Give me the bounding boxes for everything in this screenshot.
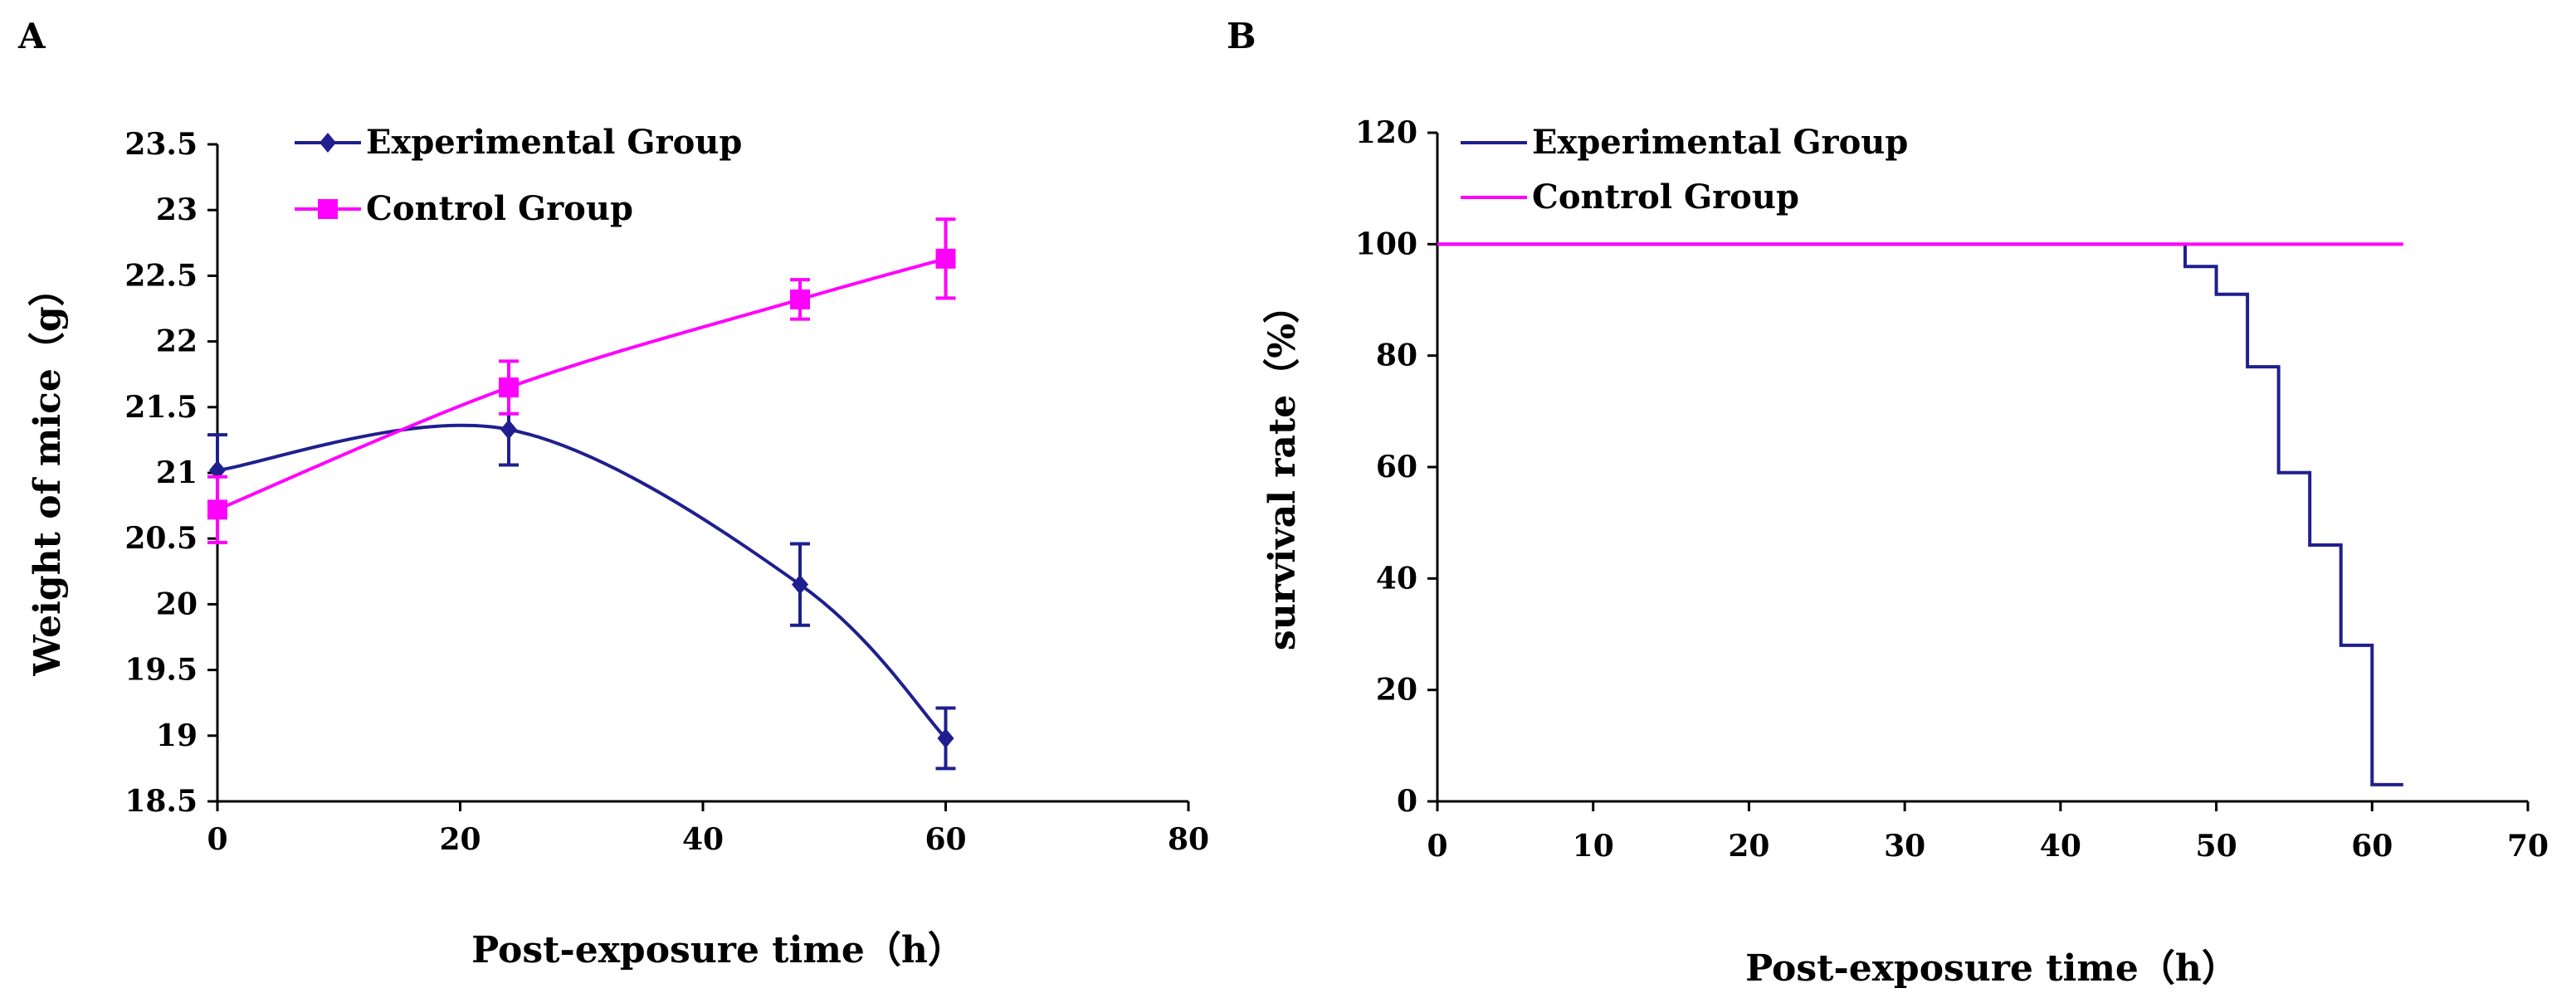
y-tick-label: 120 [1355, 115, 1417, 150]
series-experimental [207, 392, 956, 771]
x-tick-label: 50 [2196, 829, 2237, 864]
x-tick-label: 20 [439, 822, 481, 857]
series-experimental [1437, 242, 2403, 786]
x-tick-label: 30 [1884, 829, 1925, 864]
data-point [935, 248, 956, 269]
y-tick-label: 18.5 [124, 784, 198, 819]
legend-label: Control Group [366, 189, 633, 228]
legend-item: Control Group [295, 189, 633, 228]
x-tick-label: 20 [1728, 829, 1769, 864]
x-tick-label: 40 [2040, 829, 2081, 864]
y-tick-label: 23 [156, 192, 198, 227]
x-tick-label: 70 [2507, 829, 2549, 864]
legend-label: Control Group [1532, 178, 1799, 217]
x-tick-label: 0 [207, 822, 227, 857]
legend-marker [320, 133, 336, 153]
legend-item: Experimental Group [1461, 123, 1908, 162]
panel-label: A [17, 16, 46, 56]
x-tick-label: 60 [2351, 829, 2393, 864]
y-tick-label: 40 [1376, 561, 1417, 596]
x-axis-title: Post-exposure time（h） [1745, 947, 2238, 990]
x-tick-label: 40 [682, 822, 724, 857]
series-line [217, 423, 947, 740]
series-control [207, 217, 956, 544]
data-point [792, 574, 808, 595]
y-tick-label: 22.5 [124, 258, 198, 293]
y-axis-title: survival rate（%） [1261, 287, 1304, 650]
legend-marker [318, 199, 338, 219]
y-tick-label: 21 [156, 455, 198, 490]
data-point [500, 419, 517, 440]
y-tick-label: 22 [156, 324, 198, 359]
chart-panel-a: A 0 20 40 60 80 18.5 19 19.5 20 20.5 21 21.5 22 22.5 23… [17, 16, 1209, 971]
series-line [1437, 242, 2403, 786]
y-axis-title: Weight of mice（g） [27, 270, 69, 676]
x-tick-label: 10 [1573, 829, 1614, 864]
y-tick-label: 20 [1376, 673, 1417, 708]
panel-label: B [1227, 16, 1256, 56]
x-tick-label: 60 [925, 822, 966, 857]
x-tick-label: 0 [1427, 829, 1447, 864]
data-point [790, 289, 810, 309]
legend-label: Experimental Group [1532, 123, 1908, 162]
y-tick-label: 20.5 [124, 521, 198, 556]
y-tick-label: 0 [1397, 784, 1417, 819]
chart-panel-b: B 0 10 20 30 40 50 60 70 0 20 40 60 80 100 120 Post-expo… [1227, 16, 2549, 990]
x-axis-title: Post-exposure time（h） [471, 929, 964, 971]
data-point [499, 377, 519, 398]
y-tick-label: 20 [156, 587, 198, 621]
y-tick-label: 23.5 [124, 127, 198, 162]
data-point [207, 499, 227, 520]
series-line [217, 256, 947, 512]
y-tick-label: 19.5 [124, 653, 198, 688]
data-point [937, 728, 954, 748]
y-tick-label: 100 [1355, 226, 1417, 261]
y-tick-label: 80 [1376, 338, 1417, 373]
y-tick-label: 60 [1376, 450, 1417, 484]
x-tick-label: 80 [1168, 822, 1209, 857]
legend-label: Experimental Group [366, 123, 742, 162]
y-tick-label: 19 [156, 718, 198, 753]
legend-item: Control Group [1461, 178, 1799, 217]
y-tick-label: 21.5 [124, 390, 198, 425]
legend-item: Experimental Group [295, 123, 742, 162]
